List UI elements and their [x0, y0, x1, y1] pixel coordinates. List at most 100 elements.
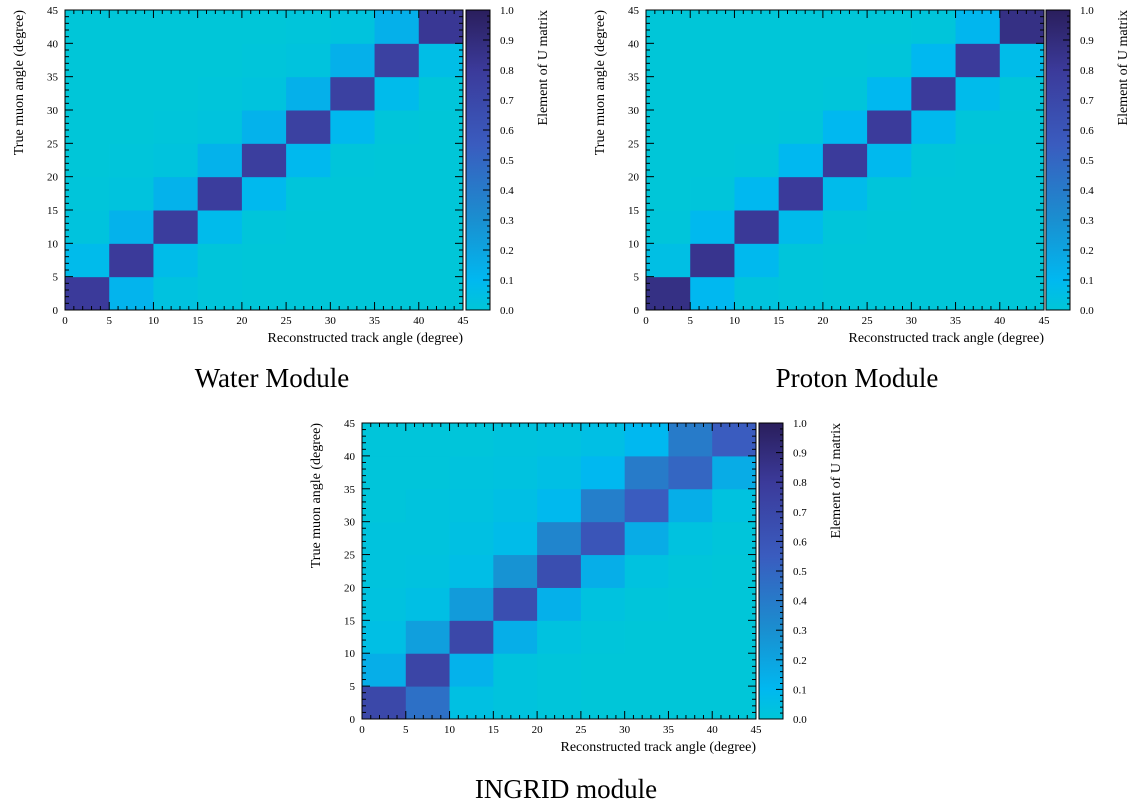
colorbar-tick-label: 0.1 [1080, 275, 1094, 287]
heatmap-cell [374, 76, 420, 111]
heatmap-cell [330, 143, 376, 178]
heatmap-cell [65, 210, 110, 244]
colorbar-tick-label: 0.8 [1080, 65, 1094, 77]
heatmap-cell [911, 43, 957, 78]
heatmap-cell [999, 143, 1045, 178]
x-tick-label: 35 [663, 724, 675, 736]
heatmap-cell [362, 554, 407, 588]
heatmap-cell [405, 423, 451, 457]
heatmap-cell [241, 243, 287, 278]
heatmap-cell [999, 210, 1045, 244]
heatmap-cell [65, 110, 110, 144]
heatmap-cell [867, 243, 912, 278]
heatmap-cell [867, 110, 912, 144]
heatmap-cell [286, 210, 331, 244]
heatmap-cell [624, 521, 669, 556]
panel-water-module: 0 5 10 15 20 25 30 35 40 45 Reconstructed track an… [12, 5, 551, 346]
plot-frame [361, 422, 757, 720]
heatmap-cell [690, 110, 735, 144]
x-tick-label: 10 [148, 315, 160, 327]
heatmap-cell [624, 587, 669, 621]
heatmap-cell [778, 43, 824, 78]
colorbar-tick-label: 0.5 [793, 566, 807, 578]
heatmap-cell [153, 43, 199, 78]
heatmap-cell [911, 76, 957, 111]
x-tick-label: 45 [458, 315, 470, 327]
x-axis-title: Reconstructed track angle (degree) [848, 331, 1044, 346]
heatmap-cell [778, 176, 824, 211]
colorbar-tick-label: 0.7 [1080, 95, 1094, 107]
heatmap-cell [109, 243, 154, 278]
heatmap-cell [153, 210, 199, 244]
y-tick-label: 5 [634, 272, 640, 284]
heatmap-cell [405, 653, 451, 687]
x-axis: 0 5 10 15 20 25 30 35 40 45 [643, 10, 1050, 327]
colorbar-tick-label: 1.0 [1080, 5, 1094, 17]
colorbar-tick-label: 0.8 [793, 477, 807, 489]
heatmap-cell [778, 10, 824, 44]
heatmap-cell [405, 455, 451, 490]
y-tick-label: 35 [47, 72, 59, 84]
heatmap-cell [153, 276, 199, 311]
heatmap-cell [712, 423, 757, 457]
heatmap-cell [867, 210, 912, 244]
x-tick-label: 15 [192, 315, 204, 327]
y-axis-title: True muon angle (degree) [12, 10, 27, 156]
colorbar-tick-label: 0.7 [500, 95, 514, 107]
heatmap-cell [362, 423, 407, 457]
heatmap-cell [493, 653, 538, 687]
colorbar-tick-label: 0.7 [793, 507, 807, 519]
heatmap-cell [580, 455, 626, 490]
heatmap-cell [197, 243, 243, 278]
heatmap-cell [286, 76, 331, 111]
heatmap-cell [109, 43, 154, 78]
heatmap-cell [449, 455, 494, 490]
heatmap-cell [241, 43, 287, 78]
y-tick-label: 30 [628, 105, 640, 117]
heatmap-cell [955, 110, 1001, 144]
heatmap-cell [778, 143, 824, 178]
heatmap-cell [418, 143, 464, 178]
heatmap-cells [65, 10, 464, 311]
x-tick-label: 30 [325, 315, 337, 327]
heatmap-cell [867, 176, 912, 211]
heatmap-cell [999, 76, 1045, 111]
heatmap-cell [65, 143, 110, 178]
heatmap-cell [734, 243, 780, 278]
y-tick-label: 10 [344, 648, 356, 660]
heatmap-cell [65, 10, 110, 44]
y-tick-label: 15 [47, 205, 59, 217]
heatmap-cell [197, 10, 243, 44]
heatmap-cell [153, 143, 199, 178]
y-tick-label: 30 [47, 105, 59, 117]
heatmap-cell [418, 210, 464, 244]
heatmap-cell [580, 587, 626, 621]
heatmap-cell [999, 10, 1045, 44]
heatmap-cell [955, 76, 1001, 111]
heatmap-cell [537, 653, 582, 687]
colorbar-tick-label: 0.6 [1080, 125, 1094, 137]
x-tick-label: 10 [444, 724, 456, 736]
x-tick-label: 10 [729, 315, 741, 327]
heatmap-cell [241, 143, 287, 178]
heatmap-cell [999, 43, 1045, 78]
heatmap-cell [690, 176, 735, 211]
colorbar-tick-label: 0.6 [793, 536, 807, 548]
x-tick-label: 25 [281, 315, 293, 327]
x-tick-label: 25 [862, 315, 874, 327]
heatmap-cell [580, 488, 626, 523]
heatmap-cell [449, 488, 494, 523]
heatmap-cell [867, 276, 912, 311]
heatmap-cell [374, 10, 420, 44]
colorbar-tick-label: 0.4 [1080, 185, 1094, 197]
x-axis: 0 5 10 15 20 25 30 35 40 45 [62, 10, 469, 327]
plot-frame [64, 9, 464, 311]
heatmap-cell [65, 43, 110, 78]
heatmap-cell [405, 620, 451, 654]
colorbar-tick-label: 1.0 [500, 5, 514, 17]
heatmap-cell [646, 10, 691, 44]
x-tick-label: 0 [359, 724, 365, 736]
heatmap-cell [449, 686, 494, 720]
plot-frame [645, 9, 1045, 311]
colorbar-tick-label: 0.9 [793, 448, 807, 460]
